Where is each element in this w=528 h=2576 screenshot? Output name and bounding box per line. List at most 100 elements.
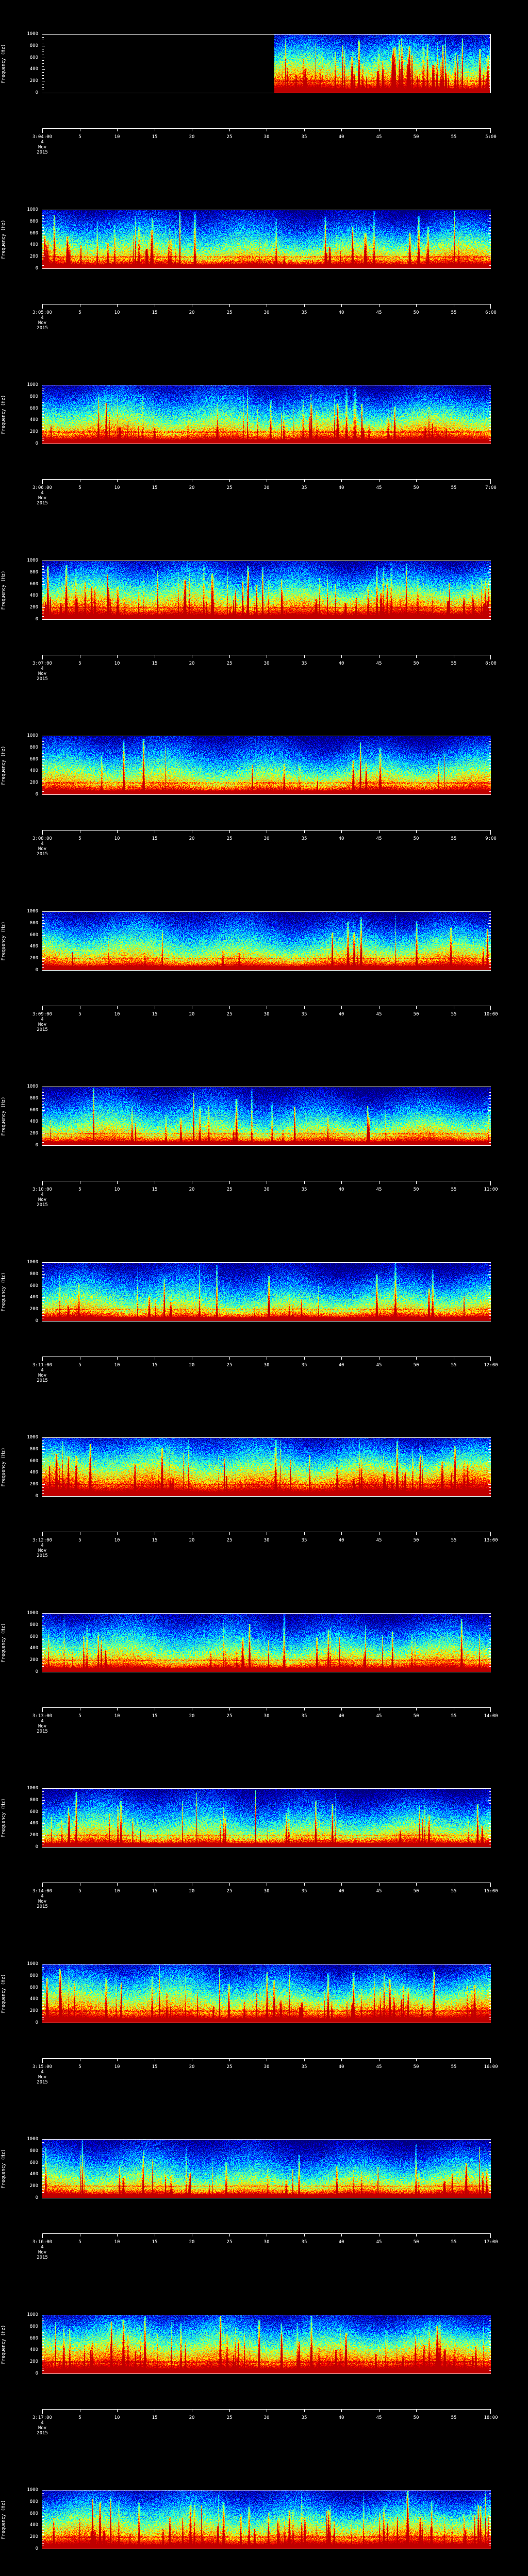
y-axis-minor-tick: [42, 2005, 44, 2006]
y-axis-tick-mark: [42, 1800, 45, 1801]
y-axis-tick-mark: [488, 1461, 491, 1462]
y-axis-minor-tick: [42, 215, 44, 216]
y-axis-minor-tick: [489, 765, 491, 766]
y-axis-tick-mark: [42, 268, 45, 269]
x-axis-minute-label: 55: [451, 1538, 457, 1543]
y-axis-minor-tick: [489, 566, 491, 567]
x-axis-minute-label: 55: [451, 1011, 457, 1017]
x-axis-end-cap: [42, 1707, 43, 1712]
x-axis-minute-label: 45: [376, 134, 382, 140]
y-axis-minor-tick: [489, 1791, 491, 1792]
x-axis-minute-label: 35: [301, 134, 307, 140]
spectrogram-panel: Frequency (Hz) 1000 800 600 400 200 0 5 10 15 20 25…: [0, 558, 528, 736]
y-axis-tick-label: 0: [35, 2370, 38, 2376]
x-axis-end-cap: [42, 2233, 43, 2238]
x-axis-end-cap: [490, 1532, 491, 1536]
x-axis-minute-label: 55: [451, 2240, 457, 2245]
y-axis-minor-tick: [489, 768, 491, 769]
y-axis-tick-label: 200: [29, 1657, 38, 1663]
x-axis-minute-label: 45: [376, 1538, 382, 1543]
x-axis-tick-mark: [416, 2233, 417, 2236]
y-axis-minor-tick: [489, 1967, 491, 1968]
y-axis-tick-label: 800: [29, 2148, 38, 2154]
y-axis-minor-tick: [42, 2192, 44, 2193]
x-axis-minute-label: 10: [114, 660, 120, 666]
y-axis-minor-tick: [42, 768, 44, 769]
y-axis-tick-mark: [42, 1437, 45, 1438]
x-axis-start-datetime: 3:10:00 4 Nov 2015: [22, 1187, 63, 1208]
x-axis-minute-label: 30: [263, 1011, 270, 1017]
y-axis-minor-tick: [42, 1981, 44, 1982]
y-axis-minor-tick: [42, 578, 44, 579]
y-axis-minor-tick: [489, 1981, 491, 1982]
y-axis-label: Frequency (Hz): [1, 1974, 6, 2013]
x-axis-minute-label: 45: [376, 310, 382, 315]
y-axis-tick-label: 0: [35, 616, 38, 622]
y-axis-minor-tick: [42, 581, 44, 582]
y-axis-minor-tick: [42, 1092, 44, 1093]
y-axis-minor-tick: [489, 2528, 491, 2529]
x-axis-tick-mark: [229, 1005, 230, 1009]
x-axis-minute-label: 55: [451, 2415, 457, 2420]
y-axis-tick-mark: [488, 1110, 491, 1111]
x-axis-minute-label: 50: [413, 1011, 419, 1017]
y-axis-tick-label: 200: [29, 955, 38, 961]
x-axis-minute-label: 25: [226, 1011, 233, 1017]
x-axis-tick-mark: [117, 1707, 118, 1710]
y-axis-minor-tick: [489, 2168, 491, 2169]
y-axis-tick-label: 600: [29, 2335, 38, 2341]
y-axis-minor-tick: [489, 914, 491, 915]
x-axis-start-day: 4: [41, 2245, 44, 2250]
x-axis-tick-mark: [379, 128, 380, 131]
x-axis-minute-label: 55: [451, 134, 457, 140]
x-axis-start-datetime: 3:07:00 4 Nov 2015: [22, 661, 63, 682]
y-axis-tick-label: 1000: [27, 908, 38, 914]
y-axis-minor-tick: [42, 2332, 44, 2333]
y-axis-minor-tick: [42, 66, 44, 67]
x-axis-minute-label: 5: [78, 660, 81, 666]
spectrogram-plot-area: [42, 2490, 491, 2549]
y-axis-minor-tick: [42, 1616, 44, 1617]
y-axis-minor-tick: [489, 2008, 491, 2009]
y-axis-tick-mark: [488, 2174, 491, 2175]
x-axis-tick-mark: [416, 1356, 417, 1360]
x-axis-tick-mark: [304, 2058, 305, 2061]
y-axis-tick-mark: [488, 1472, 491, 1473]
y-axis-minor-tick: [42, 2142, 44, 2143]
x-axis-minute-label: 35: [301, 1011, 307, 1017]
spectrogram-panel: Frequency (Hz) 1000 800 600 400 200 0 5 10 15 20 25…: [0, 734, 528, 911]
y-axis-minor-tick: [42, 2320, 44, 2321]
x-axis-minute-label: 20: [189, 2240, 195, 2245]
y-axis-tick-label: 800: [29, 1622, 38, 1628]
y-axis-tick-label: 0: [35, 265, 38, 271]
spectrogram-panel: Frequency (Hz) 1000 800 600 400 200 0 5 10 15 20 25…: [0, 1260, 528, 1438]
x-axis-minute-label: 20: [189, 1713, 195, 1719]
y-axis-tick-mark: [42, 619, 45, 620]
y-axis-tick-label: 1000: [27, 207, 38, 212]
y-axis-minor-tick: [42, 63, 44, 64]
y-axis-minor-tick: [42, 78, 44, 79]
x-axis-minute-label: 35: [301, 660, 307, 666]
x-axis-minute-label: 15: [152, 134, 158, 140]
y-axis-tick-label: 400: [29, 943, 38, 949]
y-axis-tick-mark: [488, 2186, 491, 2187]
y-axis-tick-label: 1000: [27, 1610, 38, 1616]
y-axis-tick-label: 1000: [27, 2487, 38, 2493]
y-axis-tick-label: 1000: [27, 31, 38, 37]
x-axis-end-cap: [490, 1005, 491, 1010]
spectrogram-raster: [42, 1087, 491, 1145]
spectrogram-raster: [42, 2315, 491, 2374]
y-axis-minor-tick: [489, 2183, 491, 2184]
y-axis-minor-tick: [489, 1452, 491, 1453]
y-axis-minor-tick: [42, 2335, 44, 2336]
y-axis-tick-mark: [488, 2525, 491, 2526]
y-axis-minor-tick: [489, 1657, 491, 1658]
x-axis-tick-mark: [229, 830, 230, 833]
y-axis-minor-tick: [489, 66, 491, 67]
y-axis-tick-label: 600: [29, 230, 38, 236]
y-axis-minor-tick: [42, 75, 44, 76]
y-axis-minor-tick: [489, 1829, 491, 1830]
y-axis-tick-label: 800: [29, 1973, 38, 1978]
y-axis-tick-label: 200: [29, 1482, 38, 1487]
